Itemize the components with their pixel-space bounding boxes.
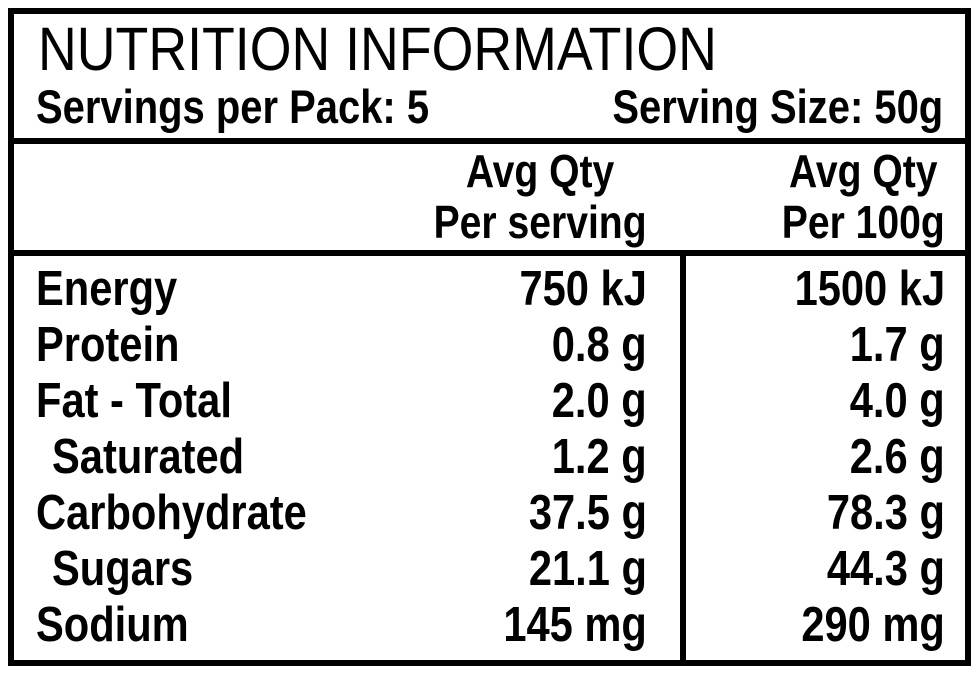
per-100g-value-cell: 2.6 g: [686, 429, 965, 485]
per-serving-header-line2: Per serving: [434, 196, 647, 248]
per-serving-value-cell: 2.0 g: [437, 373, 647, 429]
table-row: Carbohydrate 37.5 g 78.3 g: [14, 485, 965, 541]
per-100g-value-cell: 1.7 g: [686, 317, 965, 373]
per-serving-value-cell: 1.2 g: [437, 429, 647, 485]
nutrient-name: Protein: [36, 318, 180, 372]
per-serving-value-cell: 21.1 g: [437, 541, 647, 597]
nutrient-label-cell: Sodium: [14, 597, 437, 653]
nutrient-name: Fat - Total: [36, 374, 232, 428]
per-100g-value: 290 mg: [801, 598, 945, 652]
per-serving-value: 0.8 g: [552, 318, 647, 372]
column-header-per-100g: Avg Qty Per 100g: [782, 146, 945, 248]
table-row: Energy 750 kJ 1500 kJ: [14, 261, 965, 317]
per-serving-value: 2.0 g: [552, 374, 647, 428]
per-100g-value: 1500 kJ: [794, 262, 945, 316]
per-100g-value-cell: 4.0 g: [686, 373, 965, 429]
label-title: NUTRITION INFORMATION: [38, 15, 717, 83]
per-100g-value-cell: 78.3 g: [686, 485, 965, 541]
nutrient-name: Saturated: [52, 430, 245, 484]
table-row: Sugars 21.1 g 44.3 g: [14, 541, 965, 597]
per-serving-value-cell: 0.8 g: [437, 317, 647, 373]
per-100g-value: 2.6 g: [850, 430, 945, 484]
nutrient-name: Carbohydrate: [36, 486, 307, 540]
per-serving-value: 145 mg: [503, 598, 647, 652]
per-serving-value: 37.5 g: [528, 486, 647, 540]
nutrient-name: Energy: [36, 262, 178, 316]
label-title-section: NUTRITION INFORMATION Servings per Pack:…: [14, 14, 965, 144]
servings-per-pack: Servings per Pack: 5: [36, 79, 430, 133]
column-divider: [680, 256, 686, 660]
table-row: Sodium 145 mg 290 mg: [14, 597, 965, 653]
per-serving-header-line1: Avg Qty: [466, 145, 615, 197]
per-100g-header-line2: Per 100g: [781, 196, 945, 248]
table-row: Protein 0.8 g 1.7 g: [14, 317, 965, 373]
nutrient-label-cell: Energy: [14, 261, 437, 317]
nutrient-name: Sugars: [52, 542, 194, 596]
per-100g-value: 4.0 g: [850, 374, 945, 428]
per-100g-value-cell: 290 mg: [686, 597, 965, 653]
nutrition-label: NUTRITION INFORMATION Servings per Pack:…: [8, 8, 971, 666]
nutrient-table-body: Energy 750 kJ 1500 kJ Protein 0.8 g 1.7 …: [14, 256, 965, 660]
label-serving-info: Servings per Pack: 5 Serving Size: 50g: [36, 79, 943, 133]
per-100g-header-line1: Avg Qty: [789, 145, 938, 197]
per-100g-value: 78.3 g: [826, 486, 945, 540]
per-serving-value-cell: 37.5 g: [437, 485, 647, 541]
table-row: Saturated 1.2 g 2.6 g: [14, 429, 965, 485]
per-serving-value-cell: 750 kJ: [437, 261, 647, 317]
per-serving-value: 750 kJ: [519, 262, 647, 316]
per-100g-value: 44.3 g: [826, 542, 945, 596]
per-100g-value-cell: 1500 kJ: [686, 261, 965, 317]
per-serving-value-cell: 145 mg: [437, 597, 647, 653]
nutrient-name: Sodium: [36, 598, 189, 652]
nutrient-label-cell: Sugars: [14, 541, 437, 597]
nutrient-label-cell: Protein: [14, 317, 437, 373]
column-header-per-serving: Avg Qty Per serving: [434, 146, 647, 248]
nutrient-label-cell: Saturated: [14, 429, 437, 485]
per-serving-value: 1.2 g: [552, 430, 647, 484]
nutrient-label-cell: Carbohydrate: [14, 485, 437, 541]
per-100g-value-cell: 44.3 g: [686, 541, 965, 597]
per-serving-value: 21.1 g: [528, 542, 647, 596]
serving-size: Serving Size: 50g: [612, 79, 943, 133]
per-100g-value: 1.7 g: [850, 318, 945, 372]
table-row: Fat - Total 2.0 g 4.0 g: [14, 373, 965, 429]
column-header-section: Avg Qty Per serving Avg Qty Per 100g: [14, 144, 965, 256]
nutrient-label-cell: Fat - Total: [14, 373, 437, 429]
